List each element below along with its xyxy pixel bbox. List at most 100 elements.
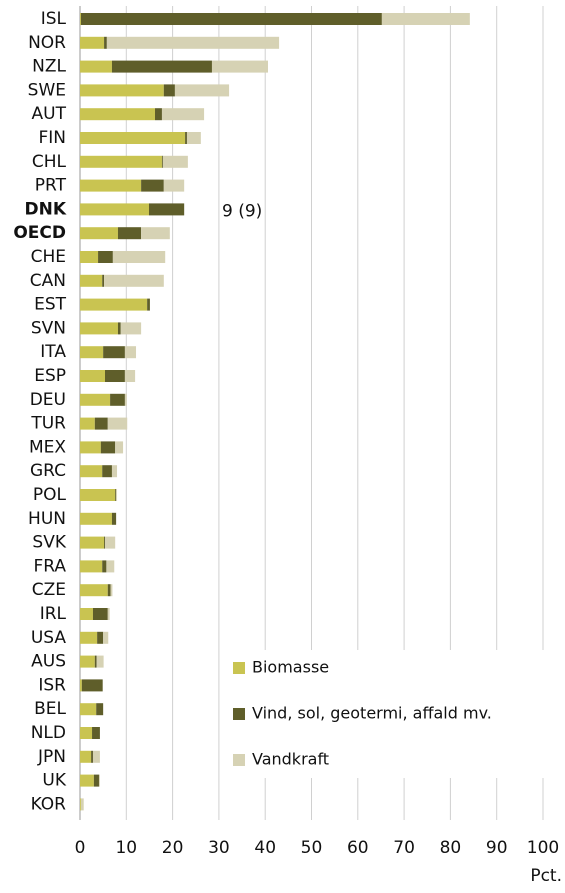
y-tick-label: FRA <box>33 556 66 576</box>
x-tick-label: 50 <box>301 838 323 858</box>
legend-box <box>226 650 544 778</box>
x-tick-label: 10 <box>115 838 137 858</box>
y-tick-label: UK <box>42 771 66 791</box>
bar-segment <box>155 108 162 121</box>
bar-segment <box>106 36 280 49</box>
bar-segment <box>107 417 128 430</box>
bar-segment <box>80 798 81 811</box>
bar-segment <box>80 227 118 240</box>
bar-segment <box>186 132 201 144</box>
bar-segment <box>104 36 107 49</box>
annotation: 9 (9) <box>222 201 262 221</box>
bar-segment <box>124 370 136 382</box>
y-tick-label: MEX <box>29 437 66 457</box>
bar-segment <box>80 750 92 763</box>
bar-segment <box>102 274 105 287</box>
bar-segment <box>80 13 382 25</box>
y-tick-label: OECD <box>13 223 66 243</box>
bar-segment <box>92 727 100 739</box>
y-tick-label: ISL <box>41 9 67 29</box>
bar-segment <box>80 536 105 549</box>
bar-segment <box>117 322 121 335</box>
bar-segment <box>80 727 93 739</box>
bar-segment <box>103 631 109 644</box>
bar-segment <box>163 84 175 97</box>
bar-segment <box>80 370 106 382</box>
legend-swatch <box>233 754 245 766</box>
bar-segment <box>112 251 166 263</box>
bar-segment <box>148 203 185 216</box>
bar-segment <box>80 203 149 216</box>
y-tick-label: ISR <box>38 675 66 695</box>
bar-segment <box>80 179 142 192</box>
y-tick-label: NLD <box>31 723 66 743</box>
bar-segment <box>80 465 103 478</box>
x-tick-label: 70 <box>393 838 415 858</box>
bar-segment <box>91 750 93 763</box>
bar-segment <box>80 251 99 263</box>
y-tick-label: NOR <box>28 33 66 53</box>
bar-segment <box>92 750 100 763</box>
bar-segment <box>115 489 117 501</box>
bar-segment <box>98 251 113 263</box>
y-tick-label: POL <box>33 485 67 505</box>
bar-segment <box>103 346 125 359</box>
y-tick-label: SVK <box>32 533 66 553</box>
x-tick-label: 90 <box>486 838 508 858</box>
bar-segment <box>163 179 185 192</box>
y-tick-label: GRC <box>30 461 66 481</box>
y-tick-label: PRT <box>35 176 67 196</box>
bar-segment <box>105 370 125 382</box>
legend-label: Biomasse <box>252 658 329 677</box>
bar-segment <box>161 155 163 168</box>
bar-segment <box>80 108 156 121</box>
bar-segment <box>161 108 205 121</box>
bar-segment <box>80 346 104 359</box>
y-tick-label: AUT <box>32 104 67 124</box>
y-tick-label: KOR <box>31 794 67 814</box>
bar-segment <box>80 393 111 406</box>
y-tick-label: USA <box>31 628 67 648</box>
bar-segment <box>141 227 170 240</box>
bar-segment <box>110 584 113 597</box>
bar-segment <box>80 608 93 620</box>
bar-segment <box>174 84 230 97</box>
bar-segment <box>80 631 98 644</box>
bar-segment <box>80 679 82 692</box>
y-tick-label: SWE <box>28 80 66 100</box>
bar-segment <box>94 417 108 430</box>
y-tick-label: CAN <box>30 271 66 291</box>
x-tick-label: 100 <box>527 838 559 858</box>
y-tick-label: CZE <box>32 580 66 600</box>
bar-segment <box>80 36 105 49</box>
legend-label: Vind, sol, geotermi, affald mv. <box>252 704 492 723</box>
legend-swatch <box>233 662 245 674</box>
bar-segment <box>106 560 115 573</box>
bar-segment <box>80 774 94 787</box>
bar-segment <box>102 560 107 573</box>
bar-segment <box>80 298 148 311</box>
bar-segment <box>211 60 268 73</box>
x-axis-label: Pct. <box>530 866 562 886</box>
y-tick-label: JPN <box>37 747 66 767</box>
bar-segment <box>111 465 118 478</box>
bar-segment <box>80 155 162 168</box>
y-tick-label: SVN <box>31 318 66 338</box>
x-tick-label: 30 <box>208 838 230 858</box>
bar-segment <box>80 703 97 716</box>
bar-segment <box>81 679 103 692</box>
bar-segment <box>93 774 99 787</box>
bar-segment <box>115 441 124 454</box>
bar-segment <box>141 179 164 192</box>
bar-segment <box>80 60 112 73</box>
bar-segment <box>80 417 95 430</box>
bar-segment <box>96 655 104 668</box>
bar-segment <box>102 465 112 478</box>
bar-segment <box>98 774 100 787</box>
bar-segment <box>111 60 212 73</box>
bar-segment <box>80 512 112 525</box>
bar-segment <box>80 798 84 811</box>
y-tick-label: BEL <box>34 699 66 719</box>
bar-segment <box>104 274 164 287</box>
